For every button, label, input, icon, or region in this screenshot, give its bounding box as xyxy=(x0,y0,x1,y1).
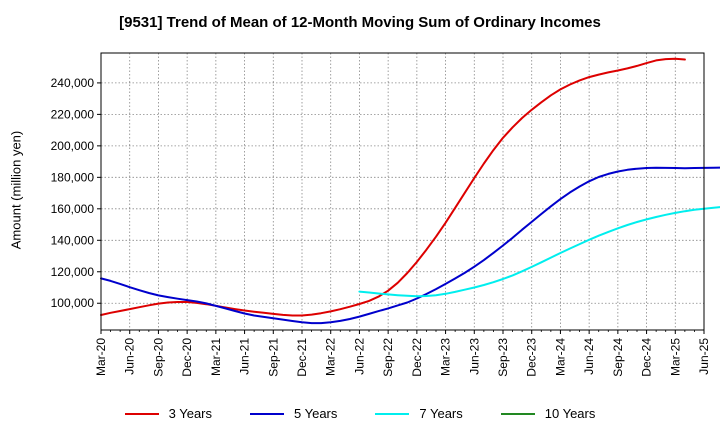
legend-item: 5 Years xyxy=(250,406,337,421)
x-tick-label: Sep-20 xyxy=(151,338,165,377)
legend-label: 10 Years xyxy=(544,406,596,421)
x-tick-label: Mar-23 xyxy=(439,338,453,376)
y-tick-label: 160,000 xyxy=(51,202,95,216)
y-tick-label: 140,000 xyxy=(51,233,95,247)
series-line-7-years xyxy=(358,206,720,298)
x-tick-label: Mar-22 xyxy=(324,338,338,376)
x-tick-label: Jun-24 xyxy=(582,338,596,375)
y-tick-label: 240,000 xyxy=(51,76,95,90)
y-tick-label: 220,000 xyxy=(51,107,95,121)
x-tick-label: Sep-24 xyxy=(611,338,625,377)
x-tick-label: Dec-24 xyxy=(640,338,654,377)
x-tick-label: Mar-24 xyxy=(553,338,567,376)
x-tick-label: Jun-22 xyxy=(352,338,366,375)
x-tick-label: Dec-20 xyxy=(180,338,194,377)
series-line-5-years xyxy=(100,166,720,325)
y-tick-label: 100,000 xyxy=(51,296,95,310)
x-tick-label: Mar-21 xyxy=(209,338,223,376)
x-axis-ticks: Mar-20 Jun-20 Sep-20 Dec-20 Mar-21 Jun-21 Sep-… xyxy=(94,330,711,377)
legend-swatch xyxy=(124,412,159,415)
series-lines xyxy=(100,57,720,325)
legend: 3 Years 5 Years 7 Years 10 Years xyxy=(0,406,720,421)
y-tick-label: 180,000 xyxy=(51,170,95,184)
legend-label: 7 Years xyxy=(419,406,463,421)
x-tick-label: Jun-23 xyxy=(467,338,481,375)
x-tick-label: Jun-20 xyxy=(123,338,137,375)
series-line-3-years xyxy=(100,57,686,317)
plot-area-frame xyxy=(100,52,705,331)
legend-swatch xyxy=(500,412,535,415)
legend-swatch xyxy=(250,412,284,415)
x-tick-label: Mar-25 xyxy=(668,338,682,376)
x-tick-label: Jun-25 xyxy=(697,338,711,375)
chart-title: [9531] Trend of Mean of 12-Month Moving … xyxy=(119,14,601,31)
x-tick-label: Dec-22 xyxy=(410,338,424,377)
grid xyxy=(100,53,705,330)
y-axis-ticks: 100,000 120,000 140,000 160,000 180,000 200,0… xyxy=(51,76,101,310)
legend-swatch xyxy=(375,412,410,415)
x-tick-label: Sep-23 xyxy=(496,338,510,377)
x-tick-label: Mar-20 xyxy=(94,338,108,376)
x-tick-label: Sep-22 xyxy=(381,338,395,377)
y-tick-label: 200,000 xyxy=(51,139,95,153)
x-tick-label: Sep-21 xyxy=(266,338,280,377)
x-tick-label: Dec-21 xyxy=(295,338,309,377)
legend-item: 3 Years xyxy=(124,406,212,421)
legend-item: 10 Years xyxy=(500,406,596,421)
legend-label: 3 Years xyxy=(168,406,212,421)
legend-item: 7 Years xyxy=(375,406,463,421)
legend-label: 5 Years xyxy=(294,406,338,421)
x-tick-label: Dec-23 xyxy=(525,338,539,377)
x-tick-label: Jun-21 xyxy=(238,338,252,375)
y-tick-label: 120,000 xyxy=(51,265,95,279)
